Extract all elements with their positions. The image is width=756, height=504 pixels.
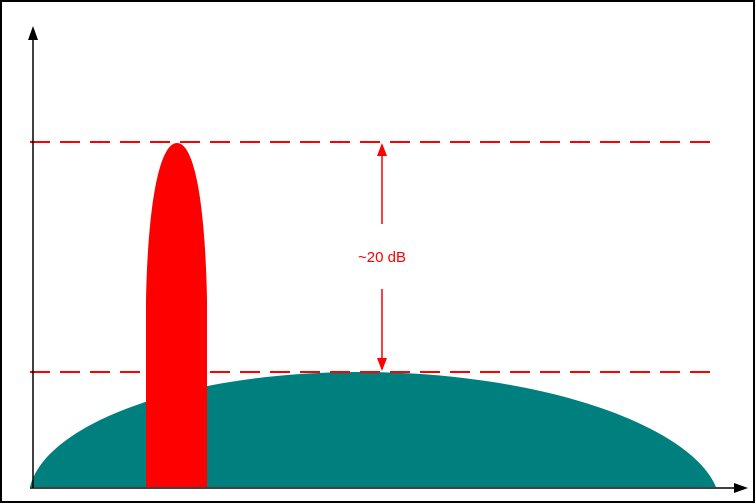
y-axis-arrow [28, 26, 38, 40]
annotation-arrow-down-head [377, 358, 387, 371]
wideband-signal-shape [30, 372, 716, 487]
x-axis-arrow [734, 483, 748, 493]
annotation-arrow-up-head [377, 143, 387, 156]
annotation-label: ~20 dB [358, 249, 406, 266]
narrowband-signal-shape [146, 143, 207, 487]
